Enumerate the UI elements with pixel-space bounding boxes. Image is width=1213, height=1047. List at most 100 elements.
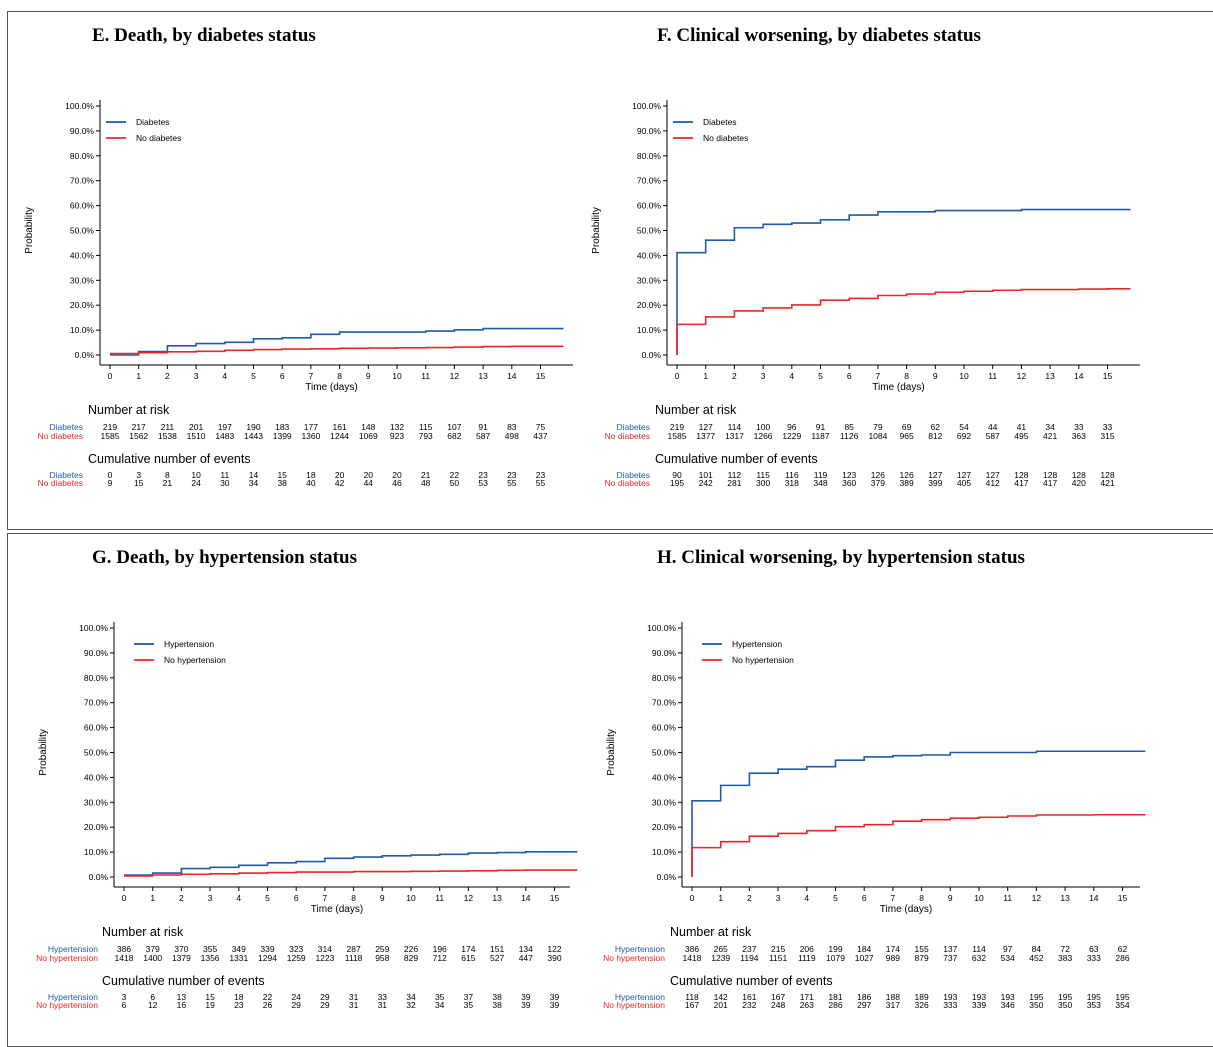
legend-label-2: No diabetes (136, 133, 181, 143)
events-cell: 39 (521, 992, 531, 1002)
risk-cell: 190 (246, 422, 260, 432)
y-axis-label: Probability (606, 729, 617, 776)
events-cell: 29 (291, 1000, 301, 1010)
events-cell: 15 (134, 478, 144, 488)
risk-cell: 137 (943, 944, 957, 954)
y-tick-label: 30.0% (84, 797, 109, 807)
events-cell: 417 (1014, 478, 1028, 488)
risk-cell: 69 (902, 422, 912, 432)
events-cell: 161 (742, 992, 756, 1002)
x-tick-label: 4 (789, 371, 794, 381)
events-cell: 348 (813, 478, 827, 488)
events-cell: 53 (478, 478, 488, 488)
events-cell: 181 (828, 992, 842, 1002)
risk-cell: 97 (1003, 944, 1013, 954)
km-panel-2: F. Clinical worsening, by diabetes statu… (591, 25, 1140, 488)
series-line-2 (691, 813, 1146, 877)
risk-cell: 1443 (244, 431, 263, 441)
x-tick-label: 14 (521, 893, 531, 903)
risk-cell: 199 (828, 944, 842, 954)
panel-title: G. Death, by hypertension status (92, 547, 357, 568)
risk-cell: 692 (957, 431, 971, 441)
risk-cell: 1084 (868, 431, 887, 441)
risk-cell: 495 (1014, 431, 1028, 441)
events-cell: 3 (136, 470, 141, 480)
risk-cell: 632 (972, 953, 986, 963)
events-cell: 123 (842, 470, 856, 480)
x-tick-label: 5 (833, 893, 838, 903)
bottom-panel-frame (7, 533, 1213, 1047)
x-tick-label: 11 (988, 371, 997, 381)
legend-label-2: No hypertension (732, 655, 794, 665)
x-tick-label: 1 (150, 893, 155, 903)
events-row-label: Hypertension (48, 992, 98, 1002)
series-line-1 (691, 750, 1146, 877)
risk-cell: 1585 (101, 431, 120, 441)
events-cell: 242 (699, 478, 713, 488)
events-row-label: No hypertension (603, 1000, 665, 1010)
events-cell: 34 (249, 478, 259, 488)
x-tick-label: 2 (732, 371, 737, 381)
x-tick-label: 13 (1060, 893, 1070, 903)
risk-row-label: No diabetes (38, 431, 83, 441)
events-cell: 389 (900, 478, 914, 488)
y-tick-label: 40.0% (84, 772, 109, 782)
risk-cell: 1379 (172, 953, 191, 963)
events-cell: 350 (1058, 1000, 1072, 1010)
events-cell: 13 (177, 992, 187, 1002)
events-table-title: Cumulative number of events (655, 452, 818, 466)
series-line-2 (110, 345, 564, 355)
x-tick-label: 13 (478, 371, 488, 381)
y-tick-label: 30.0% (637, 275, 662, 285)
risk-cell: 437 (533, 431, 547, 441)
events-cell: 318 (785, 478, 799, 488)
events-cell: 39 (521, 1000, 531, 1010)
events-cell: 115 (756, 470, 770, 480)
events-cell: 421 (1100, 478, 1114, 488)
events-cell: 300 (756, 478, 770, 488)
risk-cell: 287 (347, 944, 361, 954)
events-cell: 18 (306, 470, 316, 480)
x-tick-label: 2 (165, 371, 170, 381)
risk-cell: 63 (1089, 944, 1099, 954)
y-tick-label: 50.0% (84, 748, 109, 758)
x-tick-label: 14 (507, 371, 517, 381)
risk-cell: 615 (461, 953, 475, 963)
risk-cell: 1510 (187, 431, 206, 441)
events-cell: 126 (871, 470, 885, 480)
y-tick-label: 40.0% (70, 250, 95, 260)
km-panel-3: G. Death, by hypertension status 0.0% 10.0… (36, 547, 578, 1010)
risk-cell: 534 (1001, 953, 1015, 963)
x-tick-label: 5 (818, 371, 823, 381)
risk-cell: 1229 (782, 431, 801, 441)
x-tick-label: 9 (380, 893, 385, 903)
events-row-label: No diabetes (38, 478, 83, 488)
events-cell: 128 (1072, 470, 1086, 480)
events-cell: 317 (886, 1000, 900, 1010)
x-tick-label: 4 (222, 371, 227, 381)
risk-row-label: No hypertension (36, 953, 98, 963)
km-panel-1: E. Death, by diabetes status 0.0% 10.0% 20.… (24, 25, 573, 488)
risk-cell: 114 (972, 944, 986, 954)
events-cell: 23 (536, 470, 546, 480)
risk-cell: 379 (146, 944, 160, 954)
risk-cell: 390 (547, 953, 561, 963)
risk-cell: 201 (189, 422, 203, 432)
risk-cell: 1483 (215, 431, 234, 441)
events-cell: 286 (828, 1000, 842, 1010)
y-tick-label: 60.0% (652, 723, 677, 733)
x-tick-label: 14 (1074, 371, 1084, 381)
x-tick-label: 10 (406, 893, 416, 903)
y-tick-label: 10.0% (84, 847, 109, 857)
x-tick-label: 15 (1103, 371, 1113, 381)
events-cell: 35 (435, 992, 445, 1002)
events-cell: 40 (306, 478, 316, 488)
risk-cell: 197 (218, 422, 232, 432)
events-cell: 195 (670, 478, 684, 488)
events-cell: 21 (163, 478, 173, 488)
events-cell: 119 (814, 470, 828, 480)
legend-label-2: No diabetes (703, 133, 748, 143)
risk-cell: 1151 (769, 953, 788, 963)
risk-cell: 1239 (711, 953, 730, 963)
events-cell: 20 (335, 470, 345, 480)
